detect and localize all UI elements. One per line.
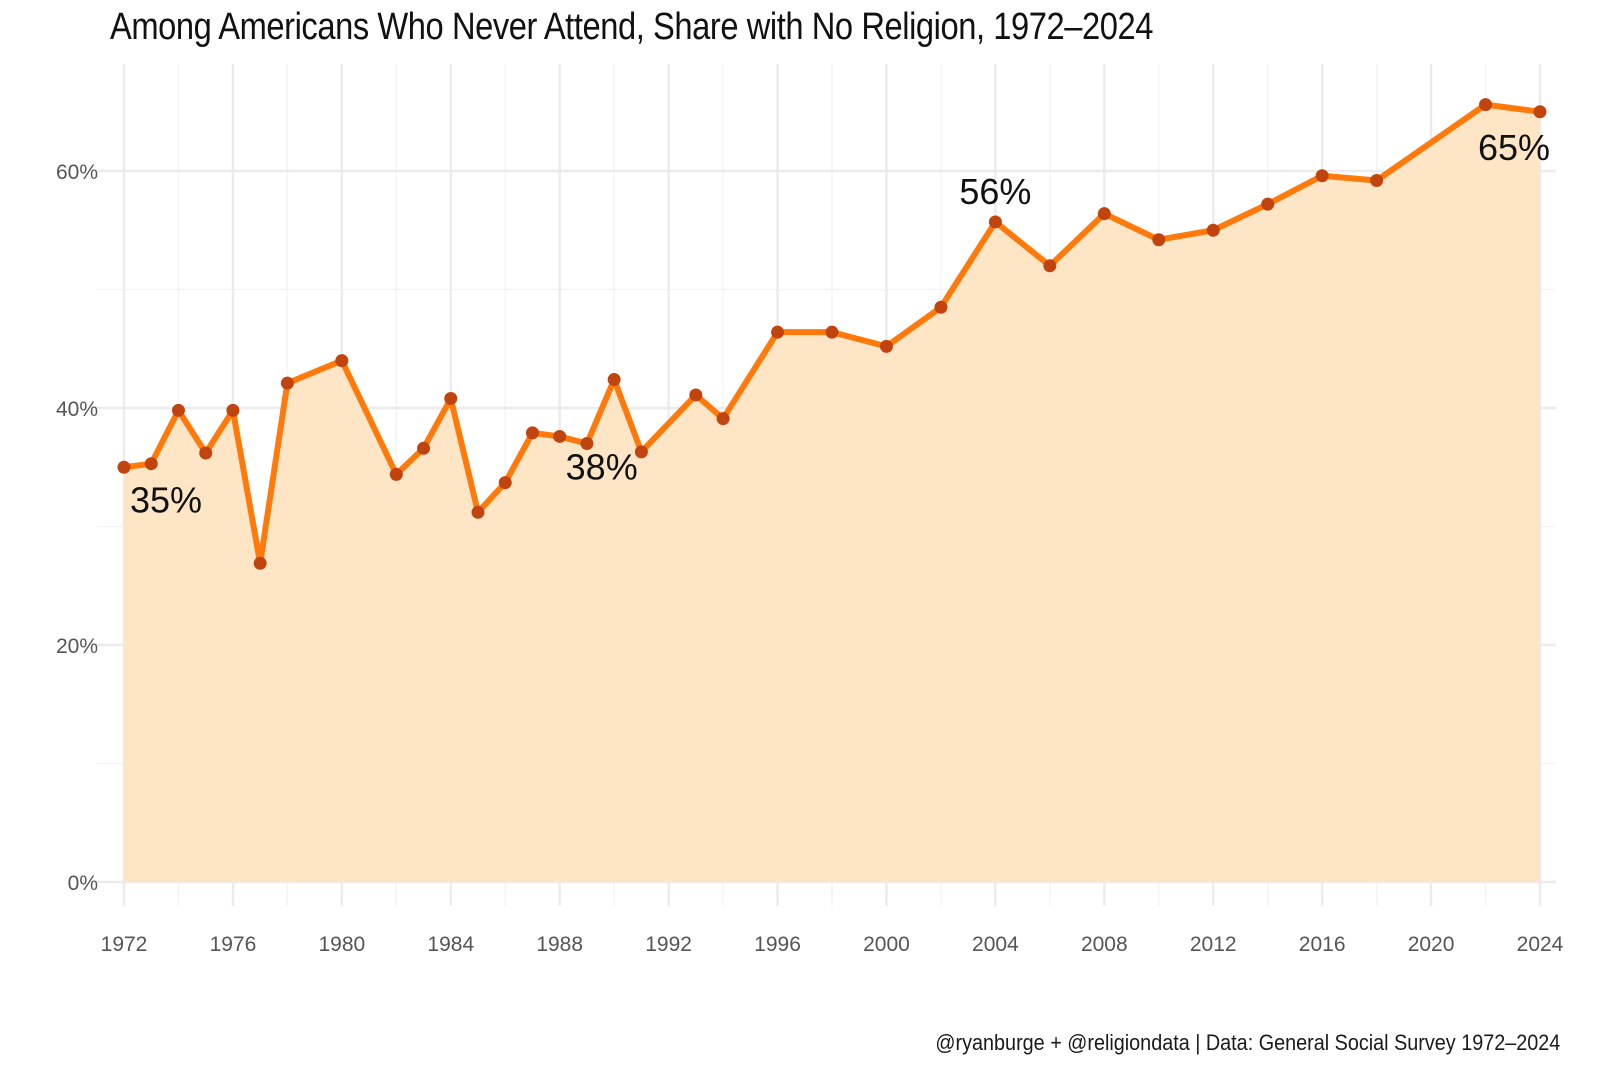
data-point-1976 [226,403,240,417]
data-point-2024 [1533,105,1547,119]
data-point-2008 [1097,207,1111,221]
area-layer [124,104,1540,882]
data-point-1991 [634,445,648,459]
y-tick-label: 60% [56,161,98,184]
annotation-label: 35% [130,479,202,520]
data-point-1972 [117,460,131,474]
data-point-1978 [280,376,294,390]
x-tick-label: 1976 [210,933,257,956]
data-point-1974 [171,403,185,417]
data-point-2006 [1043,259,1057,273]
x-tick-label: 1996 [754,933,801,956]
area-fill [124,104,1540,882]
data-point-1989 [580,437,594,451]
x-tick-label: 1984 [427,933,474,956]
data-point-2002 [934,300,948,314]
data-point-1985 [471,505,485,519]
x-tick-label: 2012 [1190,933,1237,956]
axis-layer: 0% 20% 40% 60% 1972 1976 1980 1984 1988 1992 1996 2… [56,161,1564,956]
x-tick-label: 2016 [1299,933,1346,956]
data-point-1973 [144,457,158,471]
line-layer [121,101,1543,567]
data-point-1988 [553,429,567,443]
x-tick-label: 1980 [318,933,365,956]
data-point-1975 [199,446,213,460]
x-tick-label: 2004 [972,933,1019,956]
annotation-label: 56% [959,171,1031,212]
point-layer [117,98,1547,570]
data-point-2012 [1206,223,1220,237]
data-point-1990 [607,373,621,387]
y-tick-label: 0% [68,872,98,895]
data-point-2004 [988,215,1002,229]
data-point-2000 [879,339,893,353]
series-line [121,101,1543,567]
data-point-1980 [335,354,349,368]
x-tick-label: 2024 [1517,933,1564,956]
data-point-2016 [1315,169,1329,183]
data-point-1982 [389,467,403,481]
data-point-2018 [1370,173,1384,187]
chart-caption: @ryanburge + @religiondata | Data: Gener… [935,1030,1560,1055]
x-tick-label: 1988 [536,933,583,956]
data-point-1987 [525,426,539,440]
x-tick-label: 1992 [645,933,692,956]
annotation-label: 38% [566,446,638,487]
data-point-1998 [825,325,839,339]
annotation-label: 65% [1478,127,1550,168]
data-point-1986 [498,476,512,490]
y-tick-label: 20% [56,635,98,658]
x-tick-label: 2020 [1408,933,1455,956]
data-point-2014 [1261,197,1275,211]
data-point-1984 [444,392,458,406]
data-point-1994 [716,412,730,426]
chart-title: Among Americans Who Never Attend, Share … [110,6,1153,48]
x-tick-label: 1972 [101,933,148,956]
data-point-1977 [253,556,267,570]
data-point-1993 [689,388,703,402]
x-tick-label: 2008 [1081,933,1128,956]
data-point-2010 [1152,233,1166,247]
data-point-1996 [771,325,785,339]
data-point-2022 [1479,98,1493,112]
annotation-layer: 35% 38% 56% 65% [130,127,1550,521]
data-point-1983 [417,441,431,455]
x-tick-label: 2000 [863,933,910,956]
y-tick-label: 40% [56,398,98,421]
